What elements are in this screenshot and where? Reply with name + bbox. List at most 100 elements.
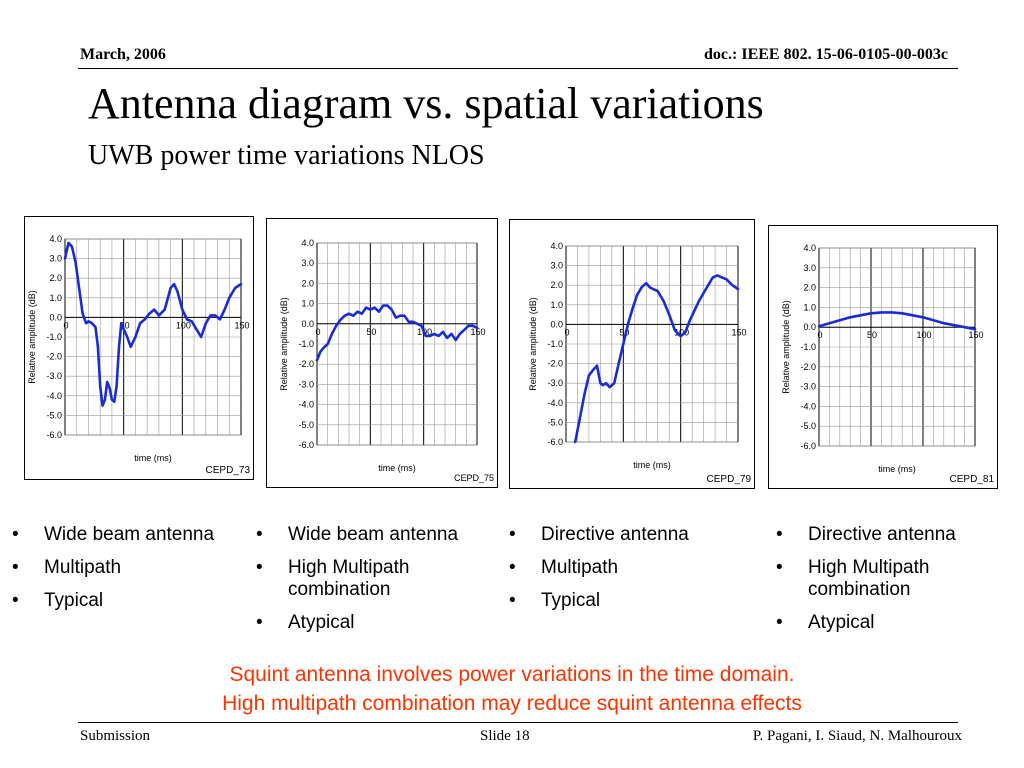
y-tick-label: 4.0	[803, 243, 816, 253]
y-tick-label: 4.0	[301, 238, 314, 248]
x-tick-label: 100	[916, 330, 931, 340]
x-tick-label: 0	[564, 327, 569, 337]
x-tick-label: 50	[120, 320, 130, 330]
y-tick-label: 3.0	[49, 254, 62, 264]
x-axis-label: time (ms)	[633, 460, 671, 470]
y-tick-label: -2.0	[298, 359, 314, 369]
x-tick-label: 0	[63, 320, 68, 330]
footer-slide-number: Slide 18	[480, 728, 530, 744]
y-tick-label: 0.0	[803, 322, 816, 332]
y-tick-label: -5.0	[298, 420, 314, 430]
y-tick-label: -6.0	[46, 430, 62, 440]
x-tick-label: 100	[176, 320, 191, 330]
footer-submission: Submission	[80, 728, 151, 744]
chart-id-label: CEPD_75	[454, 473, 494, 483]
y-tick-label: 2.0	[803, 283, 816, 293]
series-line	[63, 241, 243, 407]
x-tick-label: 50	[366, 327, 376, 337]
header-document-id: doc.: IEEE 802. 15-06-0105-00-003c	[704, 46, 948, 63]
x-tick-label: 50	[867, 330, 877, 340]
chart-svg: 4.0 3.0 2.0 1.0 0.0 -1.0 -2.0 -3.0 -4.0 -5.0 -6.0 0…	[781, 243, 995, 485]
x-tick-label: 150	[731, 327, 746, 337]
y-axis-label: Relative amplitude (dB)	[528, 297, 538, 391]
y-tick-label: 1.0	[49, 293, 62, 303]
header-date: March, 2006	[80, 46, 166, 63]
y-tick-label: -6.0	[298, 440, 314, 450]
series-line	[315, 304, 479, 362]
list-item: High Multipath combination	[250, 557, 448, 601]
y-tick-label: 1.0	[803, 302, 816, 312]
y-tick-label: -2.0	[46, 352, 62, 362]
chart-svg: 4.0 3.0 2.0 1.0 0.0 -1.0 -2.0 -3.0 -4.0 -5.0 -6.0 0…	[27, 234, 251, 476]
x-axis-label: time (ms)	[134, 453, 172, 463]
y-tick-label: -1.0	[547, 339, 563, 349]
x-tick-label: 150	[470, 327, 485, 337]
y-tick-label: -3.0	[800, 382, 816, 392]
series-line	[817, 311, 977, 331]
footer-authors: P. Pagani, I. Siaud, N. Malhouroux	[752, 728, 962, 744]
y-tick-label: -6.0	[800, 441, 816, 451]
header-rule	[78, 68, 958, 69]
chart-id-label: CEPD_81	[950, 474, 995, 485]
y-tick-label: -2.0	[547, 359, 563, 369]
y-tick-label: -5.0	[800, 421, 816, 431]
list-item: Typical	[503, 590, 743, 612]
y-tick-label: -2.0	[800, 362, 816, 372]
y-tick-label: -1.0	[298, 339, 314, 349]
conclusion-line-1: Squint antenna involves power variations…	[229, 663, 795, 686]
chart-cepd-79: 4.0 3.0 2.0 1.0 0.0 -1.0 -2.0 -3.0 -4.0 -5.0 -6.0 0…	[509, 219, 755, 489]
list-item: Wide beam antenna	[250, 524, 506, 546]
footer-rule	[78, 722, 958, 723]
chart-cepd-73: 4.0 3.0 2.0 1.0 0.0 -1.0 -2.0 -3.0 -4.0 -5.0 -6.0 0…	[24, 216, 254, 480]
y-tick-label: -5.0	[547, 417, 563, 427]
chart-id-label: CEPD_79	[707, 474, 752, 485]
y-tick-label: -1.0	[800, 342, 816, 352]
y-tick-label: 3.0	[550, 261, 563, 271]
y-tick-label: -4.0	[800, 401, 816, 411]
y-tick-label: -3.0	[547, 378, 563, 388]
y-tick-label: 2.0	[301, 278, 314, 288]
x-tick-label: 150	[968, 330, 983, 340]
chart-cepd-75: 4.0 3.0 2.0 1.0 0.0 -1.0 -2.0 -3.0 -4.0 -5.0 -6.0 0…	[266, 218, 498, 488]
y-tick-label: 1.0	[301, 299, 314, 309]
y-tick-label: -6.0	[547, 437, 563, 447]
y-tick-label: -4.0	[298, 400, 314, 410]
series-line	[573, 274, 740, 444]
list-item: Wide beam antenna	[6, 524, 256, 546]
y-tick-label: -5.0	[46, 410, 62, 420]
y-tick-label: 0.0	[301, 319, 314, 329]
y-tick-label: -4.0	[46, 391, 62, 401]
list-item: Multipath	[503, 557, 743, 579]
y-tick-label: -3.0	[46, 371, 62, 381]
conclusion-line-2: High multipath combination may reduce sq…	[222, 692, 802, 715]
list-item: Atypical	[770, 612, 1010, 634]
y-axis-label: Relative amplitude (dB)	[781, 300, 791, 394]
chart-cepd-81: 4.0 3.0 2.0 1.0 0.0 -1.0 -2.0 -3.0 -4.0 -5.0 -6.0 0…	[768, 225, 998, 489]
list-item: Directive antenna	[770, 524, 1010, 546]
bullet-list-4: Directive antenna High Multipath combina…	[770, 524, 1010, 645]
y-tick-label: 4.0	[550, 241, 563, 251]
y-tick-label: 2.0	[550, 280, 563, 290]
y-tick-label: 2.0	[49, 273, 62, 283]
slide-title: Antenna diagram vs. spatial variations	[88, 79, 764, 128]
y-axis-label: Relative amplitude (dB)	[279, 297, 289, 391]
x-tick-label: 50	[619, 327, 629, 337]
slide-subtitle: UWB power time variations NLOS	[88, 140, 485, 171]
y-tick-label: 0.0	[49, 312, 62, 322]
chart-svg: 4.0 3.0 2.0 1.0 0.0 -1.0 -2.0 -3.0 -4.0 -5.0 -6.0 0…	[528, 241, 752, 485]
list-item: Typical	[6, 590, 256, 612]
list-item: Directive antenna	[503, 524, 743, 546]
y-tick-label: 1.0	[550, 300, 563, 310]
y-tick-label: -4.0	[547, 398, 563, 408]
y-tick-label: 3.0	[301, 258, 314, 268]
y-tick-label: -1.0	[46, 332, 62, 342]
conclusion-text: Squint antenna involves power variations…	[0, 660, 1024, 718]
x-axis-label: time (ms)	[378, 463, 416, 473]
x-tick-label: 150	[234, 320, 249, 330]
x-tick-label: 0	[817, 330, 822, 340]
y-tick-label: 4.0	[49, 234, 62, 244]
chart-id-label: CEPD_73	[206, 465, 251, 476]
x-tick-label: 0	[315, 327, 320, 337]
x-tick-label: 100	[674, 327, 689, 337]
list-item: Multipath	[6, 557, 256, 579]
